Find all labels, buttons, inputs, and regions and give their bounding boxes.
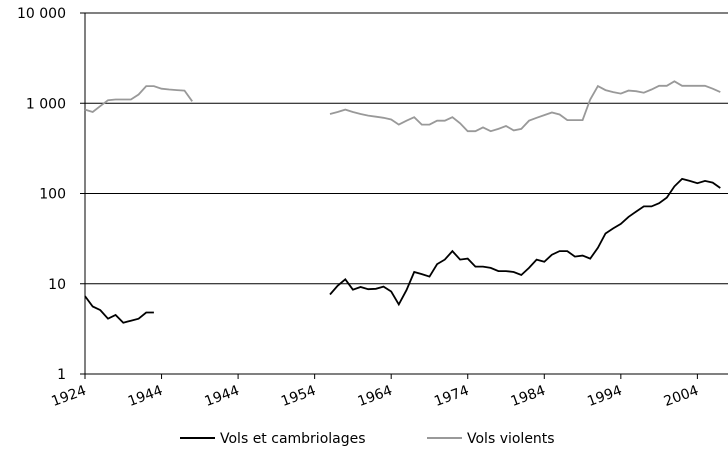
x-tick-label: 2004 — [662, 383, 701, 410]
x-tick-label: 1984 — [509, 383, 548, 410]
x-tick-label: 1944 — [126, 383, 165, 410]
y-tick-label: 1 000 — [26, 96, 66, 112]
y-tick-label: 1 — [57, 367, 66, 383]
x-tick-label: 1974 — [432, 383, 471, 410]
x-tick-label: 1954 — [279, 383, 318, 410]
y-tick-label: 100 — [39, 187, 66, 203]
legend-label: Vols violents — [467, 431, 555, 447]
x-tick-label: 1924 — [49, 383, 88, 410]
data-line — [84, 80, 721, 133]
x-tick-label: 1964 — [356, 383, 395, 410]
legend-label: Vols et cambriolages — [220, 431, 366, 447]
x-tick-label: 1944 — [202, 383, 241, 410]
y-tick-label: 10 — [48, 277, 66, 293]
y-tick-label: 10 000 — [17, 6, 66, 22]
x-tick-label: 1994 — [585, 383, 624, 410]
data-line — [84, 177, 721, 324]
